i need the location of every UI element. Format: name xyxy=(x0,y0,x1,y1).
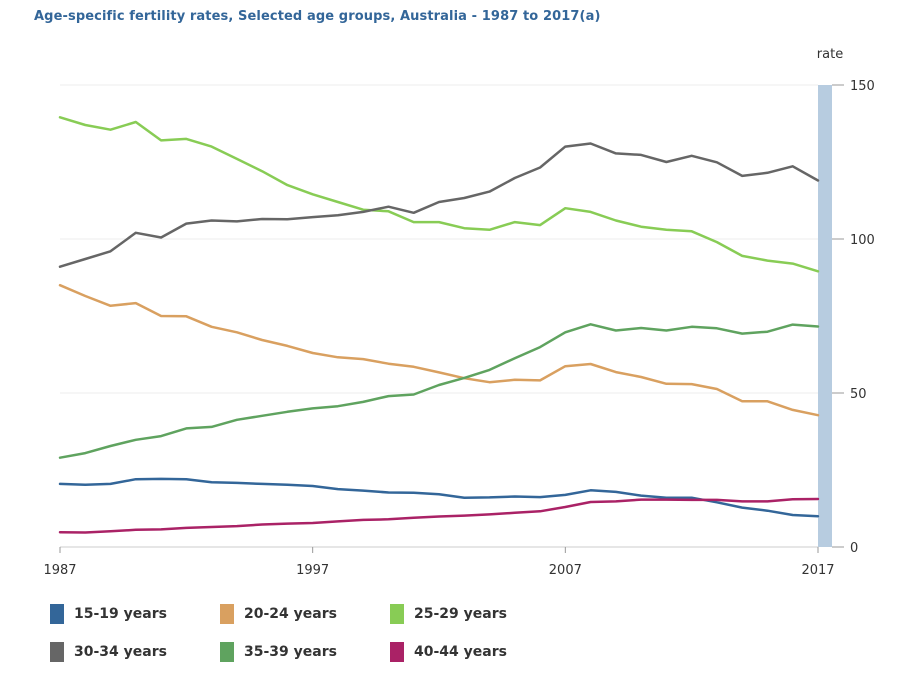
legend-label: 40-44 years xyxy=(414,644,507,660)
y-tick-label-3: 150 xyxy=(850,79,875,94)
x-tick-label-0: 1987 xyxy=(43,563,76,578)
series-line-35-39-years[interactable] xyxy=(58,323,820,459)
x-tick-label-2: 2007 xyxy=(549,563,582,578)
legend-item[interactable]: 15-19 years xyxy=(50,604,220,624)
series-line-30-34-years[interactable] xyxy=(58,142,820,268)
legend: 15-19 years 20-24 years 25-29 years 30-34 y… xyxy=(50,604,570,662)
y-tick-label-2: 100 xyxy=(850,233,875,248)
legend-swatch xyxy=(50,642,64,662)
legend-swatch xyxy=(220,642,234,662)
chart-title: Age-specific fertility rates, Selected a… xyxy=(34,9,601,24)
series-line-20-24-years[interactable] xyxy=(58,283,820,417)
legend-label: 25-29 years xyxy=(414,606,507,622)
legend-swatch xyxy=(390,642,404,662)
legend-label: 30-34 years xyxy=(74,644,167,660)
legend-item[interactable]: 20-24 years xyxy=(220,604,390,624)
line-chart: 0 50 100 150 rate 1987 1997 2007 2017 xyxy=(43,47,875,578)
y-axis-bar xyxy=(818,85,832,547)
legend-item[interactable]: 40-44 years xyxy=(390,642,560,662)
series-line-25-29-years[interactable] xyxy=(58,116,820,273)
legend-swatch xyxy=(390,604,404,624)
series-line-40-44-years[interactable] xyxy=(58,497,820,534)
legend-label: 20-24 years xyxy=(244,606,337,622)
legend-label: 15-19 years xyxy=(74,606,167,622)
x-tick-label-3: 2017 xyxy=(801,563,834,578)
legend-item[interactable]: 25-29 years xyxy=(390,604,560,624)
legend-swatch xyxy=(50,604,64,624)
y-tick-label-0: 0 xyxy=(850,541,858,556)
y-axis-label: rate xyxy=(817,47,843,62)
y-axis-ticks: 0 50 100 150 xyxy=(832,79,875,556)
series-line-15-19-years[interactable] xyxy=(58,477,820,518)
x-axis-ticks: 1987 1997 2007 2017 xyxy=(43,547,835,578)
legend-swatch xyxy=(220,604,234,624)
legend-item[interactable]: 30-34 years xyxy=(50,642,220,662)
series-lines xyxy=(58,116,820,534)
legend-label: 35-39 years xyxy=(244,644,337,660)
legend-item[interactable]: 35-39 years xyxy=(220,642,390,662)
y-tick-label-1: 50 xyxy=(850,387,867,402)
x-tick-label-1: 1997 xyxy=(296,563,329,578)
